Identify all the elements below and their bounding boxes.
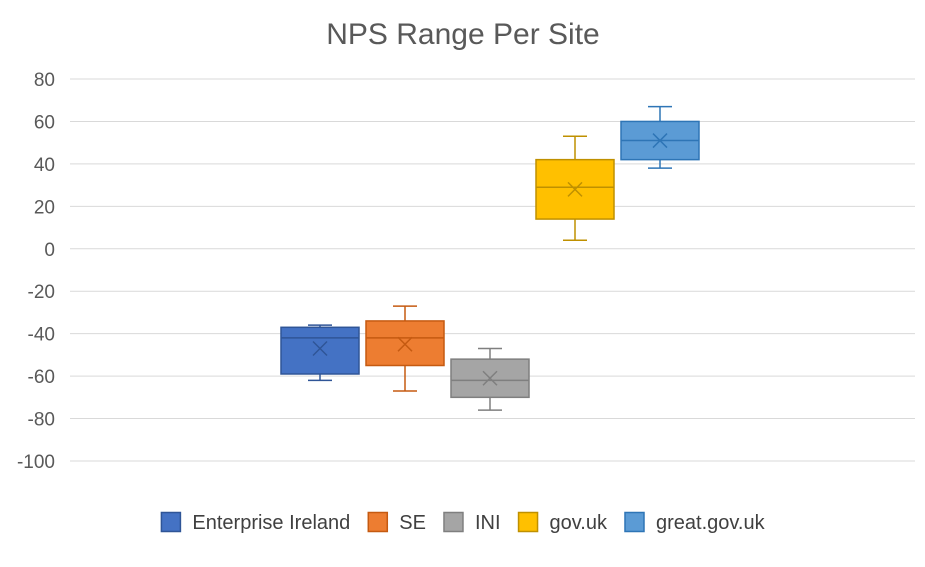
y-tick-label: -20 [28,282,55,303]
y-tick-label: 40 [34,155,55,176]
legend-swatch-1 [367,511,389,533]
mean-marker [397,336,413,352]
y-tick-label: 80 [34,70,55,91]
mean-marker [482,370,498,386]
box-ini [450,347,530,411]
y-tick-label: -100 [17,452,55,473]
gridlines [70,78,915,462]
legend-swatch-2 [443,511,464,533]
box-series [280,105,700,411]
box-great-gov-uk [620,105,700,169]
y-tick-label: 20 [34,197,55,218]
legend-swatch-3 [517,511,539,533]
box-se [365,305,445,392]
y-tick-label: 0 [44,240,55,261]
legend: Enterprise Ireland SE INI gov.uk great.gov.u… [160,511,766,534]
chart-title: NPS Range Per Site [326,18,599,51]
legend-label: Enterprise Ireland [192,512,350,534]
box-body [280,326,360,375]
y-tick-label: -80 [28,410,55,431]
legend-label: INI [475,512,501,534]
y-tick-label: -60 [28,367,55,388]
box-enterprise-ireland [280,324,360,382]
legend-label: great.gov.uk [656,512,766,534]
legend-swatch-0 [160,511,182,533]
y-tick-label: 60 [34,112,55,133]
y-axis-ticks: 80 60 40 20 0 -20 -40 -60 -80 -100 [17,70,55,473]
box-body [365,320,445,367]
mean-marker [567,181,583,197]
box-gov-uk [535,135,615,242]
mean-marker [312,340,328,357]
legend-label: gov.uk [550,512,608,534]
legend-label: SE [399,512,426,534]
mean-marker [652,133,668,149]
y-tick-label: -40 [28,325,55,346]
legend-swatch-4 [624,511,645,533]
